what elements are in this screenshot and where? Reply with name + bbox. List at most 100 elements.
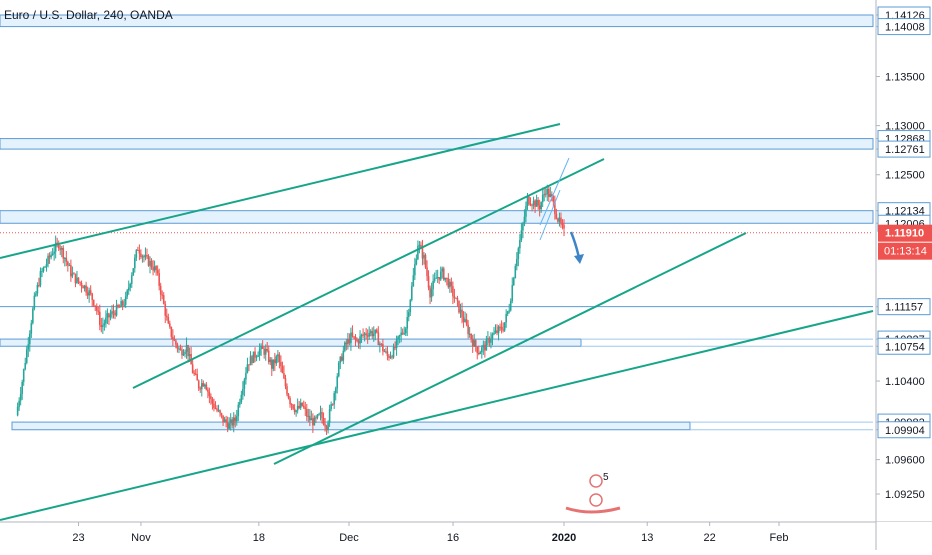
candle-body: [164, 303, 167, 316]
candle-body: [267, 350, 270, 363]
candle-body: [94, 305, 97, 307]
y-axis-panel[interactable]: [876, 0, 932, 550]
wedge-line-lower[interactable]: [539, 189, 561, 241]
candle-body: [403, 333, 405, 335]
candle-body: [284, 378, 287, 387]
support-resistance-zone[interactable]: [0, 210, 874, 224]
candle-body: [464, 319, 466, 322]
forecast-arrow-head: [574, 254, 584, 264]
x-axis-panel[interactable]: [0, 522, 876, 550]
candle-body: [330, 404, 332, 410]
event-marker-icon[interactable]: [589, 474, 603, 488]
candle-body: [374, 329, 377, 334]
candle-body: [258, 348, 261, 356]
candle-body: [490, 339, 492, 343]
candle-body: [421, 247, 424, 259]
candle-body: [225, 419, 227, 423]
wedge-line-upper[interactable]: [539, 157, 570, 226]
candle-body: [519, 240, 521, 249]
support-resistance-zone[interactable]: [0, 338, 582, 347]
candle-body: [307, 415, 310, 417]
candle-body: [149, 260, 151, 266]
candle-body: [47, 255, 49, 265]
candle-body: [488, 338, 491, 343]
upper-channel-trend-line[interactable]: [0, 123, 561, 259]
candle-body: [99, 311, 101, 326]
candle-body: [359, 336, 361, 344]
candle-body: [240, 394, 243, 403]
candle-body: [156, 270, 159, 274]
candle-body: [534, 200, 536, 207]
candle-body: [342, 350, 345, 361]
candle-body: [505, 313, 507, 323]
candle-body: [223, 419, 226, 423]
candle-body: [30, 323, 33, 334]
candle-body: [296, 405, 299, 411]
candle-body: [295, 410, 297, 413]
event-count-label: 5: [603, 472, 609, 483]
candle-body: [497, 326, 500, 334]
support-resistance-zone[interactable]: [0, 14, 874, 28]
candle-body: [453, 296, 456, 299]
candle-body: [493, 332, 495, 335]
candle-body: [427, 276, 430, 288]
candle-body: [21, 381, 23, 394]
event-marker-row[interactable]: [565, 506, 621, 514]
candle-body: [299, 402, 302, 409]
candle-body: [264, 349, 267, 355]
candle-body: [217, 410, 220, 412]
candle-body: [173, 339, 176, 341]
candle-body: [68, 265, 71, 267]
candle-body: [293, 408, 296, 413]
candle-body: [222, 415, 224, 423]
candle-body: [132, 268, 135, 276]
y-axis-tick-label: 1.09904: [885, 425, 925, 437]
middle-channel-trend-line[interactable]: [132, 158, 605, 389]
candle-body: [485, 339, 488, 351]
candle-body: [430, 289, 433, 298]
candle-body: [108, 313, 110, 318]
candle-body: [62, 248, 65, 259]
forecast-arrow[interactable]: [569, 231, 581, 259]
candle-body: [516, 258, 518, 267]
y-axis-level-badge: [877, 298, 931, 316]
y-axis-tick-label: 1.12500: [885, 170, 925, 182]
candle-body: [281, 366, 284, 374]
event-marker-icon[interactable]: [589, 493, 603, 507]
candle-body: [461, 309, 463, 318]
support-resistance-zone[interactable]: [0, 138, 874, 150]
candle-body: [446, 277, 448, 279]
lower-channel-trend-line[interactable]: [273, 232, 747, 465]
candle-body: [162, 295, 165, 304]
candle-body: [363, 333, 366, 335]
candle-body: [19, 393, 22, 401]
candle-body: [280, 362, 282, 367]
candle-body: [298, 405, 300, 409]
candle-body: [57, 243, 60, 249]
candle-body: [327, 422, 329, 431]
candle-body: [392, 347, 395, 358]
candle-body: [272, 359, 275, 369]
candle-body: [28, 333, 31, 345]
candle-body: [147, 255, 150, 266]
y-axis-tick-label: 1.10754: [885, 341, 925, 353]
candle-body: [274, 359, 276, 364]
candle-body: [121, 301, 124, 306]
candle-body: [487, 338, 489, 340]
candle-body: [161, 294, 164, 296]
long-term-support-line[interactable]: [0, 310, 874, 521]
candle-body: [552, 196, 555, 202]
candle-body: [228, 423, 230, 429]
candle-body: [339, 356, 342, 363]
candle-body: [50, 254, 52, 258]
candle-body: [196, 374, 199, 381]
candle-body: [229, 419, 232, 424]
y-axis-tick-label: 1.14008: [885, 22, 925, 34]
candle-body: [502, 329, 504, 331]
candle-body: [324, 424, 326, 427]
candle-body: [531, 205, 533, 207]
candle-body: [474, 340, 477, 347]
candle-body: [473, 340, 476, 347]
